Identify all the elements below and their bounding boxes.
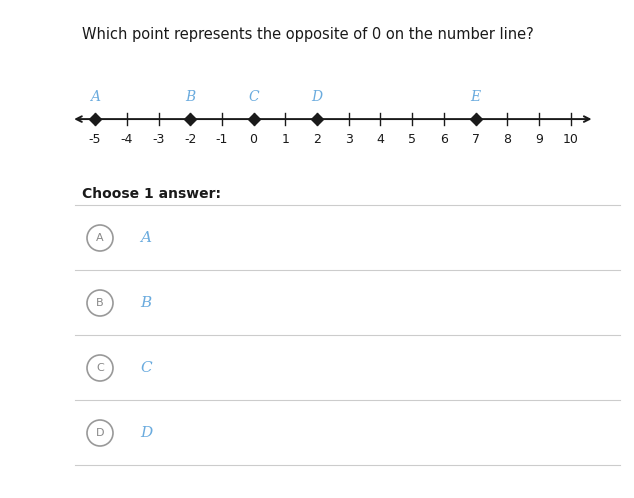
Text: Which point represents the opposite of 0 on the number line?: Which point represents the opposite of 0… [82, 27, 534, 42]
Text: D: D [311, 90, 323, 104]
Text: B: B [96, 298, 104, 308]
Text: A: A [96, 233, 104, 243]
Text: -4: -4 [120, 132, 133, 145]
Text: E: E [470, 90, 481, 104]
Text: D: D [140, 426, 152, 440]
Text: C: C [249, 90, 259, 104]
Text: Choose 1 answer:: Choose 1 answer: [82, 187, 221, 201]
Text: A: A [90, 90, 100, 104]
Text: -2: -2 [184, 132, 197, 145]
Text: -1: -1 [216, 132, 228, 145]
Text: 4: 4 [377, 132, 384, 145]
Text: 6: 6 [440, 132, 448, 145]
Text: 9: 9 [535, 132, 543, 145]
Text: 5: 5 [408, 132, 416, 145]
Text: -5: -5 [89, 132, 101, 145]
Text: 2: 2 [313, 132, 321, 145]
Text: B: B [185, 90, 195, 104]
Text: -3: -3 [152, 132, 165, 145]
Text: 8: 8 [503, 132, 511, 145]
Text: 1: 1 [281, 132, 289, 145]
Text: 7: 7 [472, 132, 479, 145]
Text: B: B [140, 296, 152, 310]
Text: 3: 3 [345, 132, 353, 145]
Text: 10: 10 [562, 132, 579, 145]
Text: C: C [96, 363, 104, 373]
Text: D: D [96, 428, 104, 438]
Text: A: A [140, 231, 151, 245]
Text: 0: 0 [250, 132, 257, 145]
Text: C: C [140, 361, 152, 375]
